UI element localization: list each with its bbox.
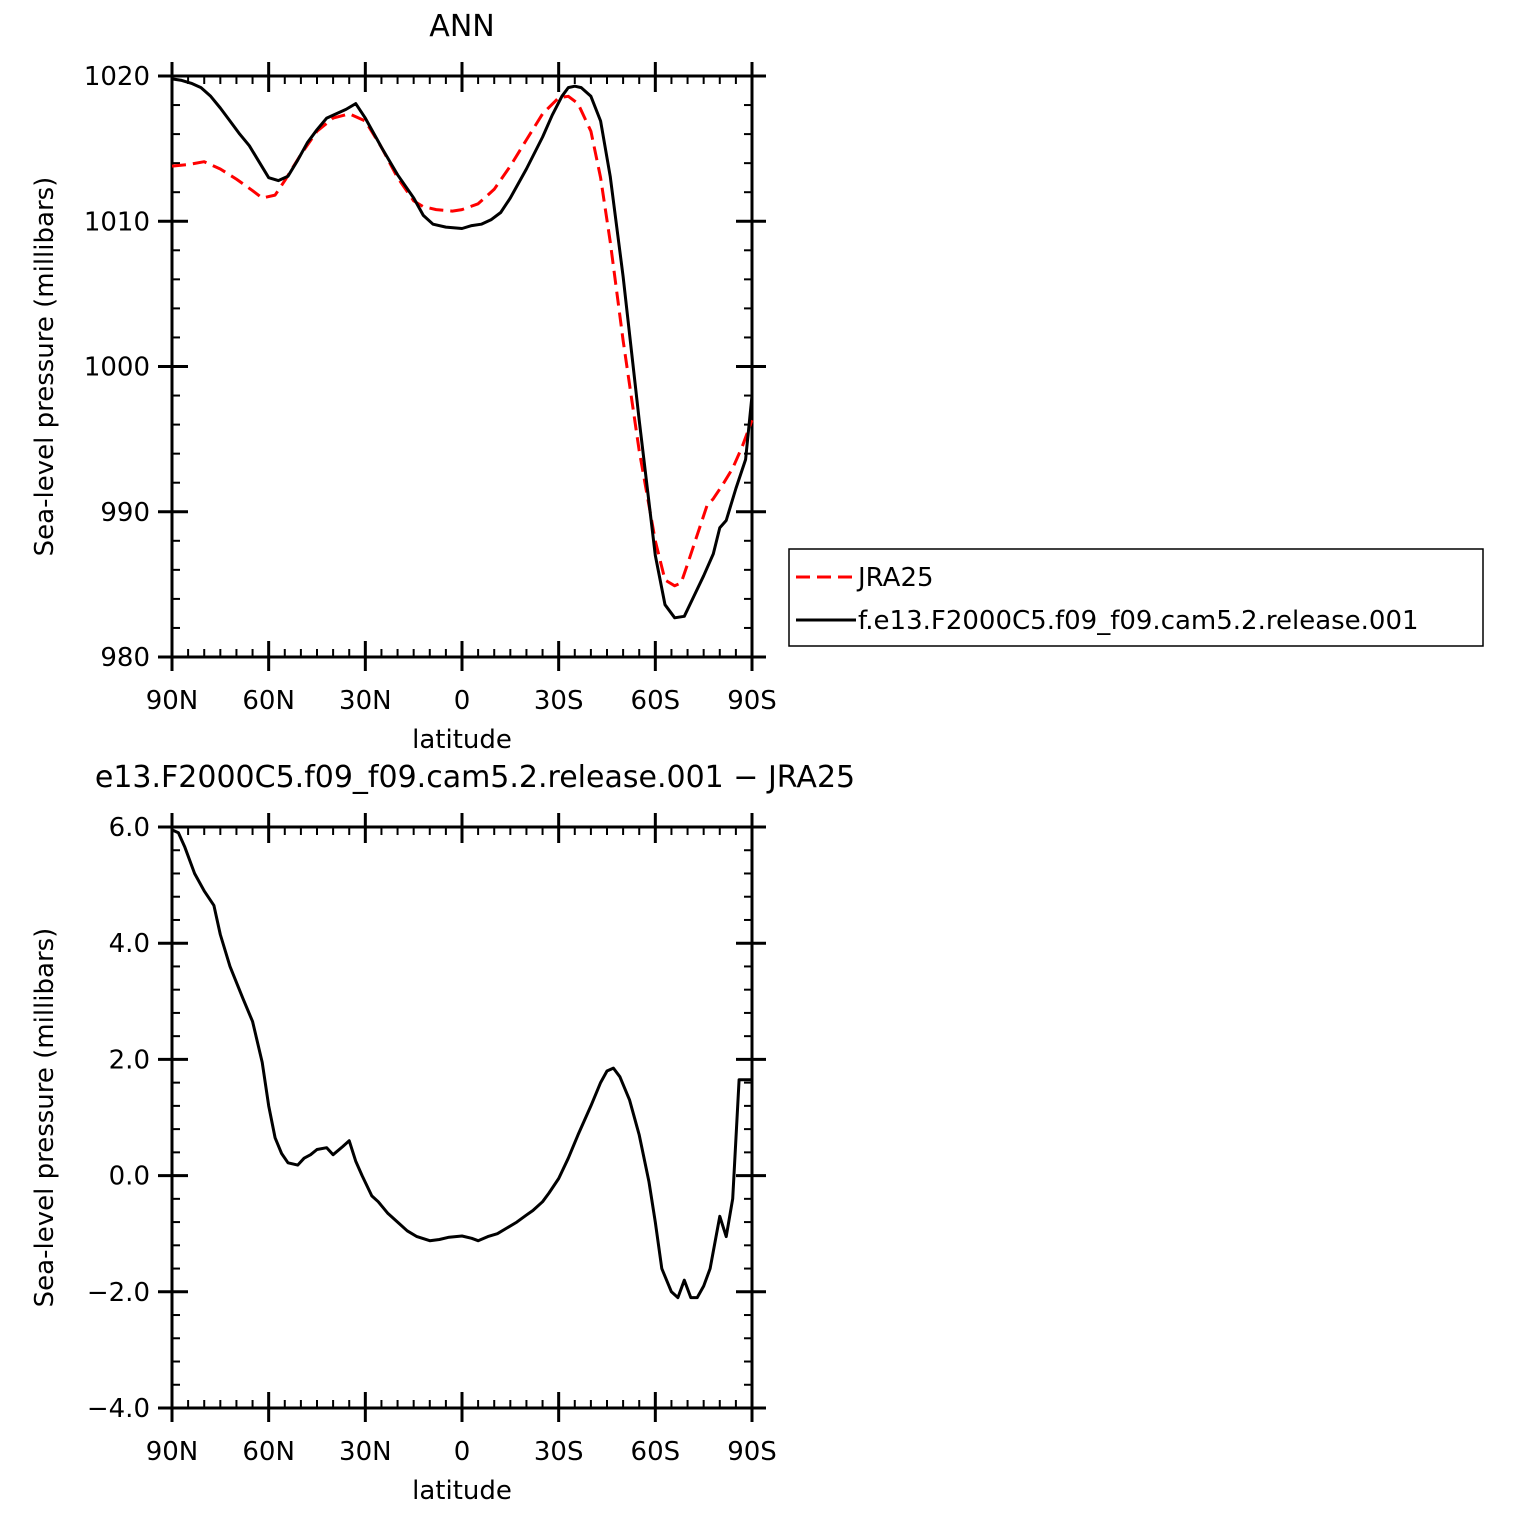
y-axis-label: Sea-level pressure (millibars) [30, 177, 60, 557]
series-line-1 [171, 94, 754, 588]
y-tick-label: 1010 [84, 207, 150, 237]
legend-box [788, 548, 1484, 647]
chart-title: ANN [429, 9, 494, 44]
x-tick-label: 30N [339, 1437, 392, 1467]
series-line-2 [171, 77, 754, 620]
x-tick-label: 90S [727, 1437, 777, 1467]
x-tick-label: 30N [339, 686, 392, 716]
legend: JRA25 f.e13.F2000C5.f09_f09.cam5.2.releas… [788, 548, 1484, 647]
plot-frame [170, 825, 754, 1410]
y-tick-label: 6.0 [109, 813, 150, 843]
x-tick-label: 90N [146, 686, 199, 716]
x-tick-label: 90N [146, 1437, 199, 1467]
y-tick-label: 990 [100, 498, 150, 528]
plot-panel-1: 90N 60N 30N 0 30S 60S 90S 980 990 1000 1010 1020 ANN… [30, 9, 1484, 755]
x-tick-label: 60S [631, 1437, 681, 1467]
x-tick-label: 60S [631, 686, 681, 716]
x-tick-label: 0 [454, 686, 471, 716]
x-tick-label: 60N [242, 1437, 295, 1467]
y-tick-label: −4.0 [87, 1394, 150, 1424]
y-tick-label: 1000 [84, 353, 150, 383]
x-tick-label: 60N [242, 686, 295, 716]
y-axis-label: Sea-level pressure (millibars) [30, 928, 60, 1308]
x-axis-label: latitude [412, 1476, 512, 1506]
legend-label: f.e13.F2000C5.f09_f09.cam5.2.release.001 [858, 606, 1419, 636]
y-tick-label: 2.0 [109, 1045, 150, 1075]
y-tick-label: 0.0 [109, 1162, 150, 1192]
x-tick-label: 30S [534, 686, 584, 716]
legend-label: JRA25 [856, 563, 934, 593]
y-tick-label: 4.0 [109, 929, 150, 959]
series-line-1 [171, 828, 752, 1300]
y-tick-label: 980 [100, 643, 150, 673]
x-tick-label: 30S [534, 1437, 584, 1467]
plot-panel-2: 90N 60N 30N 0 30S 60S 90S −4.0 −2.0 0.0 2.0 4.0 6.0 e… [30, 760, 855, 1506]
x-tick-label: 90S [727, 686, 777, 716]
chart-title: e13.F2000C5.f09_f09.cam5.2.release.001 −… [95, 760, 855, 795]
x-tick-label: 0 [454, 1437, 471, 1467]
x-axis-label: latitude [412, 725, 512, 755]
y-tick-label: 1020 [84, 62, 150, 92]
y-tick-label: −2.0 [87, 1278, 150, 1308]
